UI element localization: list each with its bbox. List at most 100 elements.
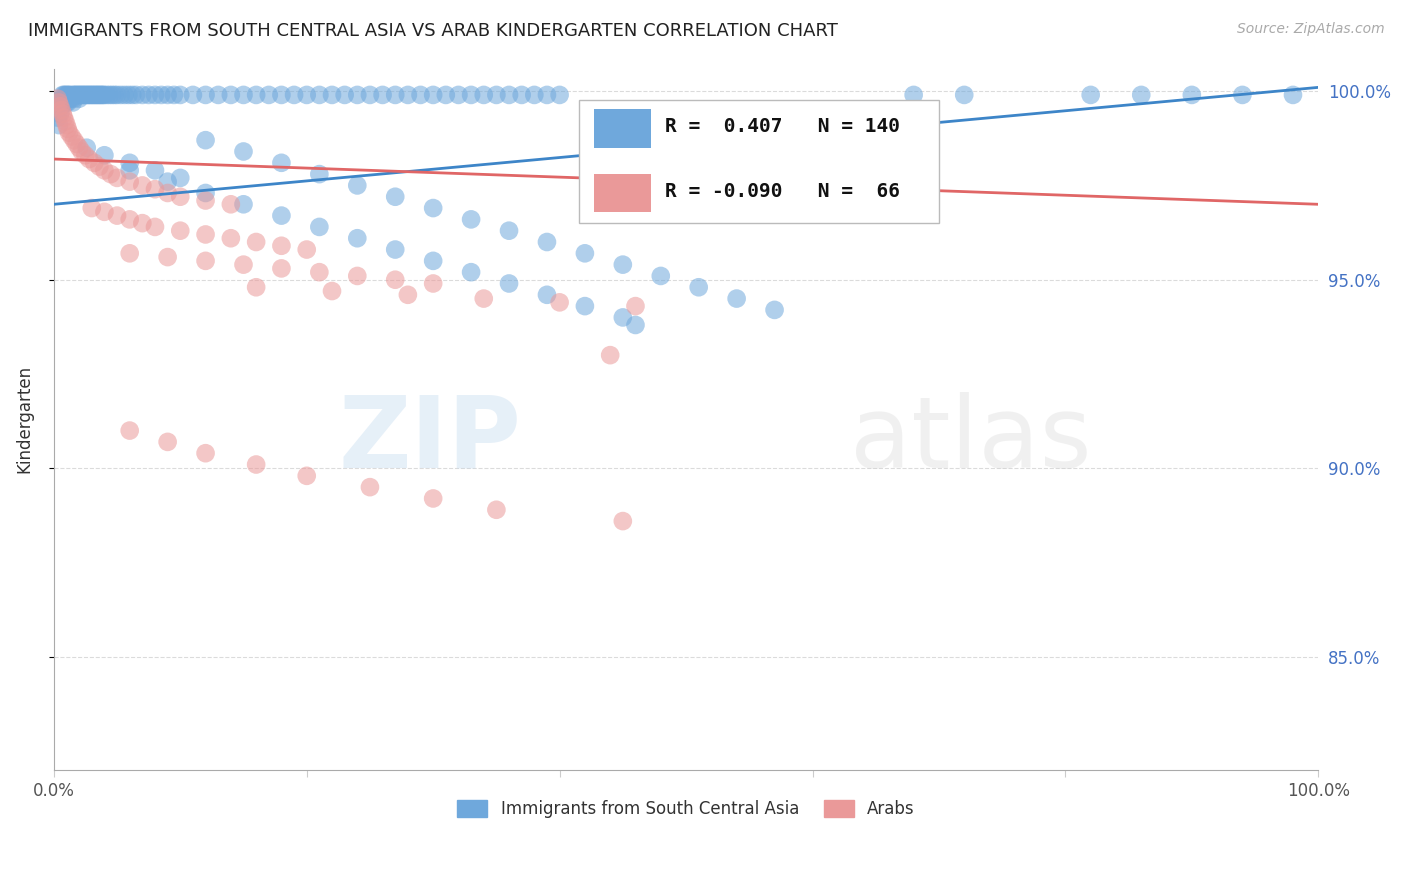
Point bbox=[156, 87, 179, 102]
Point bbox=[60, 92, 83, 106]
Point bbox=[65, 87, 87, 102]
Point bbox=[409, 87, 432, 102]
Point bbox=[52, 107, 75, 121]
Point bbox=[55, 118, 77, 132]
Point bbox=[257, 87, 280, 102]
Point bbox=[194, 133, 217, 147]
Point bbox=[485, 87, 508, 102]
Point bbox=[295, 468, 318, 483]
Point bbox=[396, 87, 419, 102]
Point bbox=[89, 160, 111, 174]
Point bbox=[93, 204, 115, 219]
Point bbox=[953, 87, 976, 102]
Point bbox=[84, 87, 107, 102]
Point bbox=[75, 87, 97, 102]
Point bbox=[1232, 87, 1254, 102]
Point bbox=[93, 87, 115, 102]
Point bbox=[76, 87, 98, 102]
Point bbox=[232, 145, 254, 159]
Point bbox=[422, 201, 444, 215]
Point bbox=[83, 156, 105, 170]
Point bbox=[359, 480, 381, 494]
Point bbox=[156, 434, 179, 449]
Point bbox=[1080, 87, 1102, 102]
Point bbox=[52, 95, 75, 110]
Point bbox=[194, 194, 217, 208]
Point bbox=[536, 287, 558, 301]
Point bbox=[70, 145, 93, 159]
Point bbox=[725, 292, 748, 306]
Point bbox=[245, 280, 267, 294]
Point bbox=[536, 87, 558, 102]
Point bbox=[346, 268, 368, 283]
Point bbox=[232, 197, 254, 211]
Point bbox=[612, 514, 634, 528]
Point bbox=[67, 141, 90, 155]
Point bbox=[498, 277, 520, 291]
Point bbox=[359, 87, 381, 102]
Point bbox=[67, 92, 90, 106]
Point bbox=[903, 87, 925, 102]
Point bbox=[51, 99, 73, 113]
Point bbox=[56, 121, 79, 136]
Point bbox=[194, 446, 217, 460]
Point bbox=[422, 277, 444, 291]
Point bbox=[62, 87, 84, 102]
Point bbox=[574, 299, 596, 313]
Point bbox=[169, 170, 191, 185]
Point bbox=[384, 273, 406, 287]
Point bbox=[295, 87, 318, 102]
Point bbox=[1282, 87, 1305, 102]
Point bbox=[80, 201, 103, 215]
Point bbox=[55, 87, 77, 102]
Point bbox=[58, 92, 80, 106]
Point bbox=[58, 87, 80, 102]
Point bbox=[70, 87, 93, 102]
Point bbox=[53, 114, 76, 128]
Point bbox=[77, 152, 100, 166]
Point bbox=[156, 186, 179, 200]
Point bbox=[232, 258, 254, 272]
Point bbox=[58, 126, 80, 140]
Point bbox=[321, 87, 343, 102]
Point bbox=[98, 87, 121, 102]
Point bbox=[65, 136, 87, 151]
Point bbox=[384, 190, 406, 204]
Point bbox=[118, 246, 141, 260]
Point bbox=[422, 491, 444, 506]
Y-axis label: Kindergarten: Kindergarten bbox=[15, 365, 32, 474]
Point bbox=[110, 87, 132, 102]
Point bbox=[89, 87, 111, 102]
Point bbox=[93, 148, 115, 162]
Point bbox=[121, 87, 143, 102]
Point bbox=[232, 87, 254, 102]
Point bbox=[321, 284, 343, 298]
Point bbox=[77, 87, 100, 102]
Point bbox=[485, 502, 508, 516]
Point bbox=[66, 87, 89, 102]
Point bbox=[536, 235, 558, 249]
Point bbox=[87, 87, 110, 102]
Point bbox=[207, 87, 229, 102]
Point bbox=[53, 92, 76, 106]
Point bbox=[72, 87, 94, 102]
Point bbox=[270, 261, 292, 276]
Point bbox=[245, 458, 267, 472]
Point bbox=[118, 175, 141, 189]
Point bbox=[100, 167, 122, 181]
Point bbox=[460, 212, 482, 227]
Point bbox=[56, 87, 79, 102]
Point bbox=[219, 87, 242, 102]
Point bbox=[270, 209, 292, 223]
FancyBboxPatch shape bbox=[593, 109, 651, 148]
Point bbox=[77, 87, 100, 102]
Point bbox=[460, 265, 482, 279]
Point bbox=[688, 280, 710, 294]
Point bbox=[169, 190, 191, 204]
Point bbox=[624, 299, 647, 313]
Point bbox=[118, 156, 141, 170]
Point bbox=[434, 87, 457, 102]
Point bbox=[46, 92, 69, 106]
Point bbox=[143, 163, 166, 178]
Point bbox=[51, 103, 73, 117]
